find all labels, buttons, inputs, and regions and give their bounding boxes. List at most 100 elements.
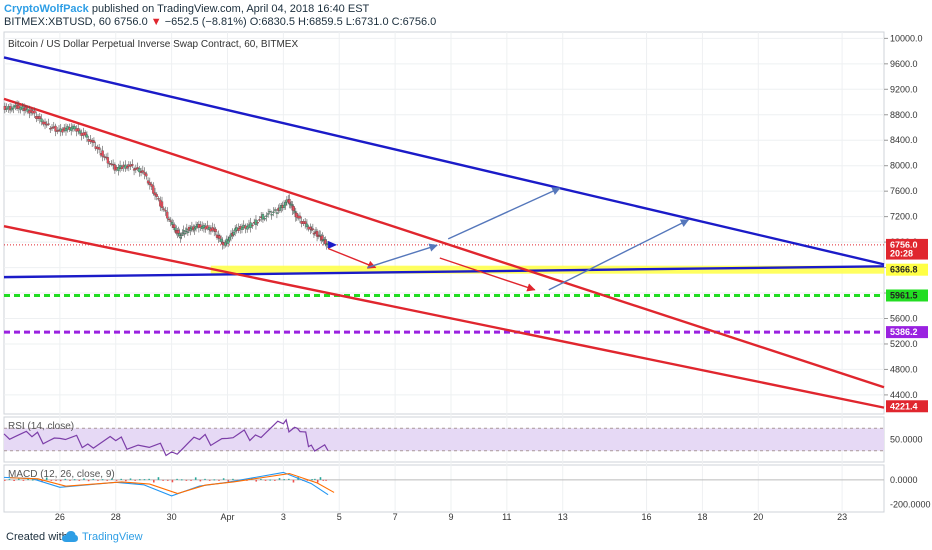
macd-histogram-bar bbox=[97, 479, 99, 481]
candle-body bbox=[309, 226, 312, 230]
candle-body bbox=[162, 208, 165, 210]
macd-histogram-bar bbox=[41, 479, 43, 483]
price-label-box bbox=[886, 247, 928, 260]
projection-arrow[interactable] bbox=[447, 187, 561, 240]
candle-body bbox=[26, 108, 29, 112]
candle-body bbox=[263, 217, 266, 220]
macd-histogram-bar bbox=[115, 479, 118, 481]
candle-body bbox=[152, 185, 155, 194]
macd-histogram-bar bbox=[101, 479, 104, 481]
macd-histogram-bar bbox=[50, 479, 53, 481]
macd-histogram-bar bbox=[148, 478, 150, 480]
candle-body bbox=[227, 240, 230, 244]
candle-body bbox=[177, 230, 180, 234]
macd-histogram-bar bbox=[166, 479, 169, 481]
x-tick-label: 30 bbox=[167, 512, 177, 522]
macd-pane[interactable] bbox=[3, 464, 885, 513]
projection-arrow[interactable] bbox=[327, 247, 377, 269]
candle-body bbox=[251, 224, 254, 227]
candle-body bbox=[33, 110, 36, 114]
macd-histogram-bar bbox=[311, 479, 313, 481]
rsi-title: RSI (14, close) bbox=[8, 421, 74, 432]
candle-body bbox=[267, 213, 270, 215]
candle-body bbox=[169, 220, 172, 222]
rsi-line bbox=[3, 418, 329, 457]
candle-body bbox=[284, 202, 287, 206]
candle-body bbox=[186, 231, 190, 233]
candle-body bbox=[206, 225, 209, 229]
candle-body bbox=[21, 106, 24, 110]
candle-body bbox=[106, 157, 110, 164]
chart-header: CryptoWolfPack published on TradingView.… bbox=[0, 0, 932, 30]
candle-body bbox=[47, 123, 50, 125]
y-tick-label: 4800.0 bbox=[890, 364, 918, 374]
projection-arrow[interactable] bbox=[548, 219, 690, 291]
candle-body bbox=[120, 166, 124, 169]
price-label: 5386.2 bbox=[890, 327, 918, 337]
candle-body bbox=[292, 206, 295, 211]
trendline[interactable] bbox=[3, 265, 885, 279]
candle-body bbox=[180, 234, 183, 237]
symbol-label: BITMEX:XBTUSD, 60 bbox=[4, 16, 111, 28]
candle-body bbox=[258, 219, 261, 221]
y-tick-label: 8400.0 bbox=[890, 135, 918, 145]
macd-histogram-bar bbox=[204, 478, 206, 480]
macd-histogram-bar bbox=[36, 478, 39, 480]
author-link[interactable]: CryptoWolfPack bbox=[4, 3, 89, 15]
candle-body bbox=[141, 170, 144, 173]
candle-body bbox=[185, 228, 188, 230]
candle-body bbox=[193, 227, 196, 231]
candle-body bbox=[218, 235, 221, 239]
candle-body bbox=[237, 228, 240, 232]
candle-body bbox=[324, 239, 327, 245]
projection-arrow[interactable] bbox=[439, 257, 536, 292]
macd-histogram-bar bbox=[278, 478, 281, 480]
macd-histogram-bar bbox=[283, 479, 285, 481]
macd-histogram-bar bbox=[306, 479, 309, 481]
candle-body bbox=[288, 199, 291, 204]
macd-histogram-bar bbox=[134, 479, 136, 481]
macd-histogram-bar bbox=[222, 478, 225, 480]
price-label-box bbox=[886, 400, 928, 413]
macd-histogram-bar bbox=[31, 479, 34, 481]
chart-title: Bitcoin / US Dollar Perpetual Inverse Sw… bbox=[8, 39, 298, 50]
candle-body bbox=[43, 121, 47, 125]
candle-body bbox=[148, 182, 151, 185]
macd-histogram-bar bbox=[322, 479, 325, 481]
macd-histogram-bar bbox=[125, 479, 127, 482]
macd-histogram-bar bbox=[208, 479, 211, 481]
candle-body bbox=[164, 210, 167, 212]
main-pane[interactable] bbox=[3, 31, 885, 415]
candle-body bbox=[256, 222, 259, 224]
candle-body bbox=[246, 226, 249, 230]
candle-body bbox=[40, 118, 43, 122]
macd-histogram-bar bbox=[199, 479, 202, 482]
projection-arrow[interactable] bbox=[366, 243, 438, 269]
macd-histogram-bar bbox=[143, 479, 146, 481]
candle-body bbox=[225, 238, 228, 242]
candle-body bbox=[304, 221, 307, 224]
macd-signal-line bbox=[9, 472, 335, 495]
trendline[interactable] bbox=[3, 225, 885, 409]
candle-body bbox=[64, 128, 68, 132]
x-tick-label: 16 bbox=[642, 512, 652, 522]
macd-histogram-bar bbox=[64, 478, 67, 480]
y-tick-label: 7200.0 bbox=[890, 212, 918, 222]
y-tick-label: 5600.0 bbox=[890, 314, 918, 324]
macd-histogram-bar bbox=[78, 479, 81, 481]
trendline[interactable] bbox=[3, 56, 885, 266]
macd-histogram-bar bbox=[129, 478, 132, 480]
candle-body bbox=[202, 224, 206, 228]
macd-histogram-bar bbox=[87, 479, 90, 482]
candle-body bbox=[293, 210, 296, 213]
chart-canvas[interactable]: 26 28 30 Apr 3 5 7 9 11 13 16 18 20 23 4400.0 4800.0 520… bbox=[0, 30, 932, 525]
y-tick-label: 5200.0 bbox=[890, 339, 918, 349]
tradingview-brand[interactable]: TradingView bbox=[82, 531, 143, 543]
trendline[interactable] bbox=[3, 97, 885, 389]
chart-area[interactable]: 26 28 30 Apr 3 5 7 9 11 13 16 18 20 23 4400.0 4800.0 520… bbox=[0, 30, 932, 525]
price-label: 5961.5 bbox=[890, 290, 918, 300]
x-tick-label: 5 bbox=[337, 512, 342, 522]
macd-histogram-bar bbox=[232, 478, 234, 480]
x-tick-label: 28 bbox=[111, 512, 121, 522]
candle-body bbox=[282, 204, 286, 208]
